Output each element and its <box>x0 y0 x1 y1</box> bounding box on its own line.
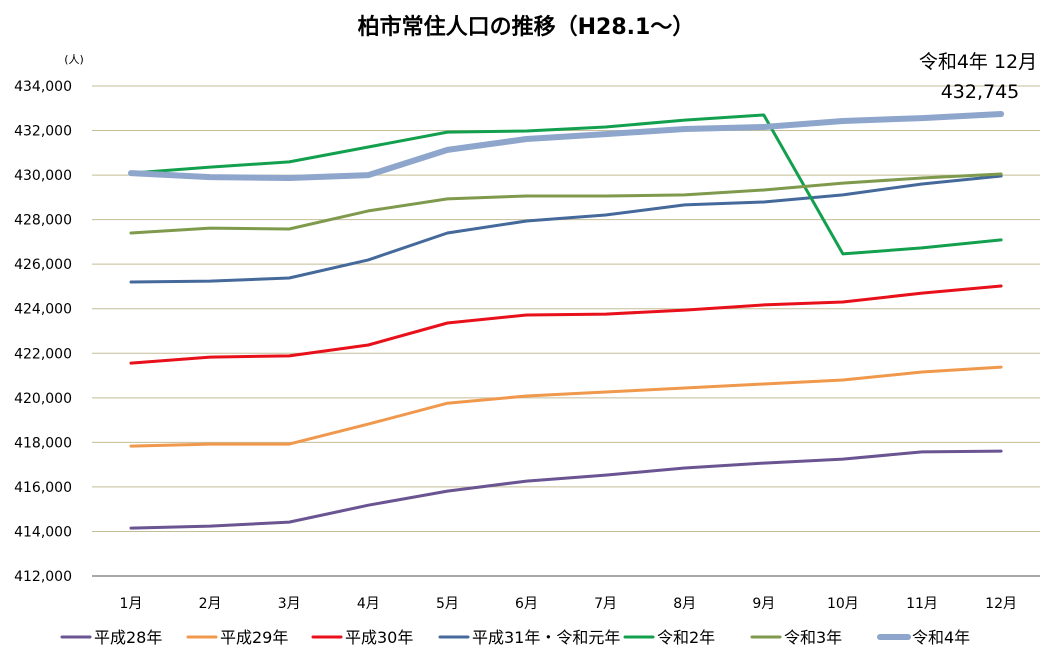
legend-item: 平成29年 <box>186 628 288 647</box>
y-tick-label: 424,000 <box>14 302 72 318</box>
series-line-平成29年 <box>129 365 1003 448</box>
legend-item: 令和2年 <box>623 628 715 647</box>
legend-label: 平成29年 <box>220 628 288 647</box>
series-line-令和2年 <box>129 113 1003 256</box>
y-axis-unit-label: (人) <box>64 53 84 66</box>
legend-label: 令和4年 <box>912 628 970 647</box>
series-line-平成31年・令和元年 <box>129 174 1003 284</box>
y-tick-label: 416,000 <box>14 480 72 496</box>
y-axis-ticks: 412,000 414,000 416,000 418,000 420,000 422,0… <box>14 79 72 585</box>
y-tick-label: 426,000 <box>14 257 72 273</box>
annotation-line1: 令和4年 12月 <box>919 51 1037 73</box>
y-tick-label: 418,000 <box>14 435 72 451</box>
x-tick-label: 6月 <box>515 596 538 612</box>
x-axis-ticks: 1月 2月 3月 4月 5月 6月 7月 8月 9月 10月 11月 12月 <box>120 596 1017 612</box>
y-tick-label: 432,000 <box>14 124 72 140</box>
x-tick-label: 9月 <box>752 596 775 612</box>
y-tick-label: 422,000 <box>14 346 72 362</box>
x-tick-label: 3月 <box>278 596 301 612</box>
legend-item: 平成28年 <box>60 628 162 647</box>
annotation-line2: 432,745 <box>941 81 1020 103</box>
series-line-平成28年 <box>129 449 1003 530</box>
x-tick-label: 10月 <box>827 596 859 612</box>
y-tick-label: 430,000 <box>14 168 72 184</box>
legend-item: 平成31年・令和元年 <box>438 628 620 647</box>
y-tick-label: 428,000 <box>14 213 72 229</box>
x-tick-label: 7月 <box>594 596 617 612</box>
series-lines <box>128 111 1005 530</box>
legend-item: 令和3年 <box>750 628 842 647</box>
x-tick-label: 8月 <box>673 596 696 612</box>
legend-label: 平成31年・令和元年 <box>472 628 620 647</box>
annotation: 令和4年 12月 432,745 <box>919 51 1037 103</box>
chart-title: 柏市常住人口の推移（H28.1～） <box>358 14 695 40</box>
legend-label: 平成30年 <box>345 628 413 647</box>
x-tick-label: 2月 <box>199 596 222 612</box>
x-tick-label: 4月 <box>357 596 380 612</box>
series-line-令和3年 <box>129 172 1003 235</box>
series-line-令和4年 <box>128 111 1005 181</box>
legend-label: 平成28年 <box>94 628 162 647</box>
gridlines <box>92 85 1040 577</box>
series-line-平成30年 <box>129 284 1003 365</box>
legend-label: 令和2年 <box>657 628 715 647</box>
legend: 平成28年 平成29年 平成30年 平成31年・令和元年 令和2年 令和3年 令和4年 <box>60 628 970 647</box>
y-tick-label: 434,000 <box>14 79 72 95</box>
y-tick-label: 412,000 <box>14 569 72 585</box>
y-tick-label: 414,000 <box>14 524 72 540</box>
x-tick-label: 5月 <box>436 596 459 612</box>
x-tick-label: 1月 <box>120 596 143 612</box>
x-tick-label: 12月 <box>985 596 1017 612</box>
legend-item: 令和4年 <box>877 628 970 647</box>
x-tick-label: 11月 <box>906 596 938 612</box>
y-tick-label: 420,000 <box>14 391 72 407</box>
legend-label: 令和3年 <box>784 628 842 647</box>
legend-item: 平成30年 <box>311 628 413 647</box>
